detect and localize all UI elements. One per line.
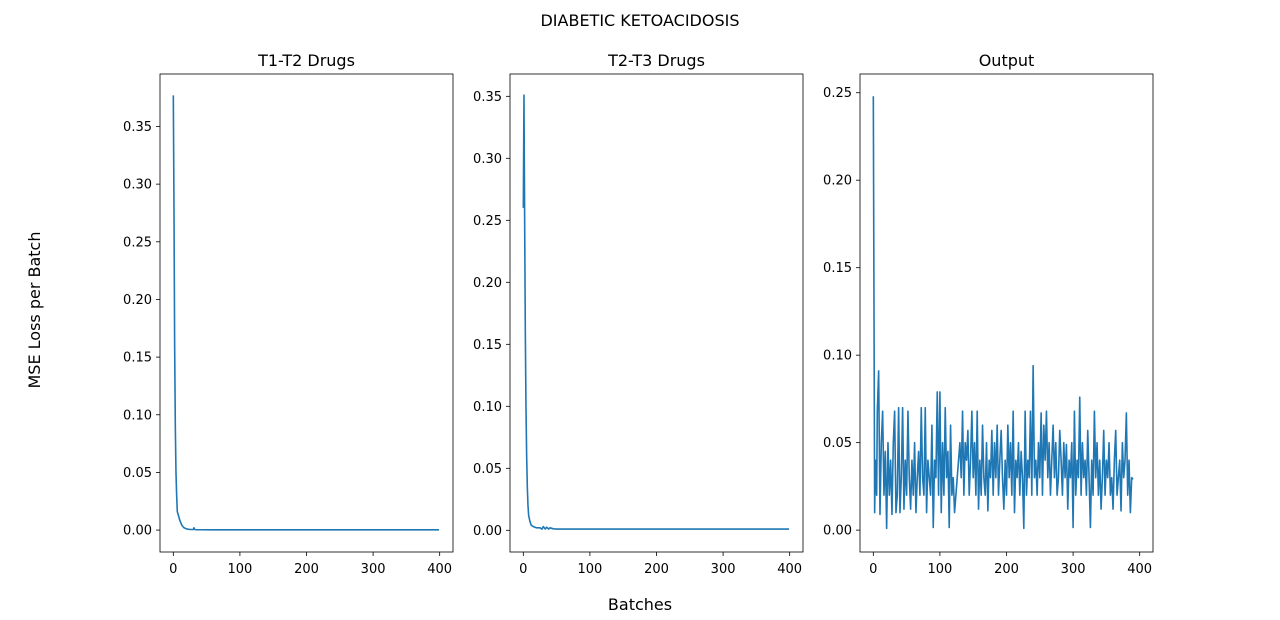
y-tick-label: 0.25 [823,86,852,101]
x-tick-label: 0 [519,562,527,577]
y-tick-label: 0.00 [123,524,152,539]
series-line-1 [872,96,1134,530]
y-tick-label: 0.00 [473,524,502,539]
y-tick-label: 0.25 [473,214,502,229]
y-tick-label: 0.30 [473,152,502,167]
y-tick-label: 0.20 [473,276,502,291]
subplot-title: T2-T3 Drugs [607,51,705,70]
x-tick-label: 200 [644,562,669,577]
x-tick-label: 100 [227,562,252,577]
axes-frame [859,73,1154,553]
x-tick-label: 400 [427,562,452,577]
x-tick-label: 200 [994,562,1019,577]
subplot-title: Output [979,51,1035,70]
figure-suptitle: DIABETIC KETOACIDOSIS [540,11,739,30]
x-tick-label: 400 [1127,562,1152,577]
x-tick-label: 200 [294,562,319,577]
x-tick-label: 400 [777,562,802,577]
x-tick-label: 300 [711,562,736,577]
y-tick-label: 0.05 [123,466,152,481]
subplot-3: Output 0 100 200 300 400 0.00 0.05 0.10 0.15 0.20 0… [823,51,1154,577]
figure-ylabel: MSE Loss per Batch [25,232,44,389]
subplots: T1-T2 Drugs 0 100 200 300 400 0.00 0.05 0.10 0.15… [123,51,1154,577]
axes-frame [159,73,454,553]
y-tick-label: 0.30 [123,178,152,193]
x-tick-label: 100 [577,562,602,577]
y-tick-label: 0.35 [473,90,502,105]
x-tick-label: 100 [927,562,952,577]
x-tick-label: 0 [869,562,877,577]
subplot-1: T1-T2 Drugs 0 100 200 300 400 0.00 0.05 0.10 0.15… [123,51,454,577]
series-line-1 [522,94,790,530]
y-tick-label: 0.10 [473,400,502,415]
x-tick-label: 0 [169,562,177,577]
subplot-2: T2-T3 Drugs 0 100 200 300 400 0.00 0.05 0.10 0.15… [473,51,804,577]
figure-xlabel: Batches [608,595,672,614]
y-tick-label: 0.20 [123,293,152,308]
series-line-1 [172,95,440,531]
y-tick-label: 0.15 [123,351,152,366]
y-tick-label: 0.10 [123,408,152,423]
y-tick-label: 0.00 [823,524,852,539]
x-tick-label: 300 [361,562,386,577]
y-tick-label: 0.05 [823,436,852,451]
y-tick-label: 0.35 [123,120,152,135]
subplot-title: T1-T2 Drugs [257,51,355,70]
y-tick-label: 0.25 [123,235,152,250]
y-tick-label: 0.15 [823,261,852,276]
y-tick-label: 0.10 [823,349,852,364]
y-tick-label: 0.15 [473,338,502,353]
y-tick-label: 0.20 [823,174,852,189]
y-tick-label: 0.05 [473,462,502,477]
axes-frame [509,73,804,553]
x-tick-label: 300 [1061,562,1086,577]
